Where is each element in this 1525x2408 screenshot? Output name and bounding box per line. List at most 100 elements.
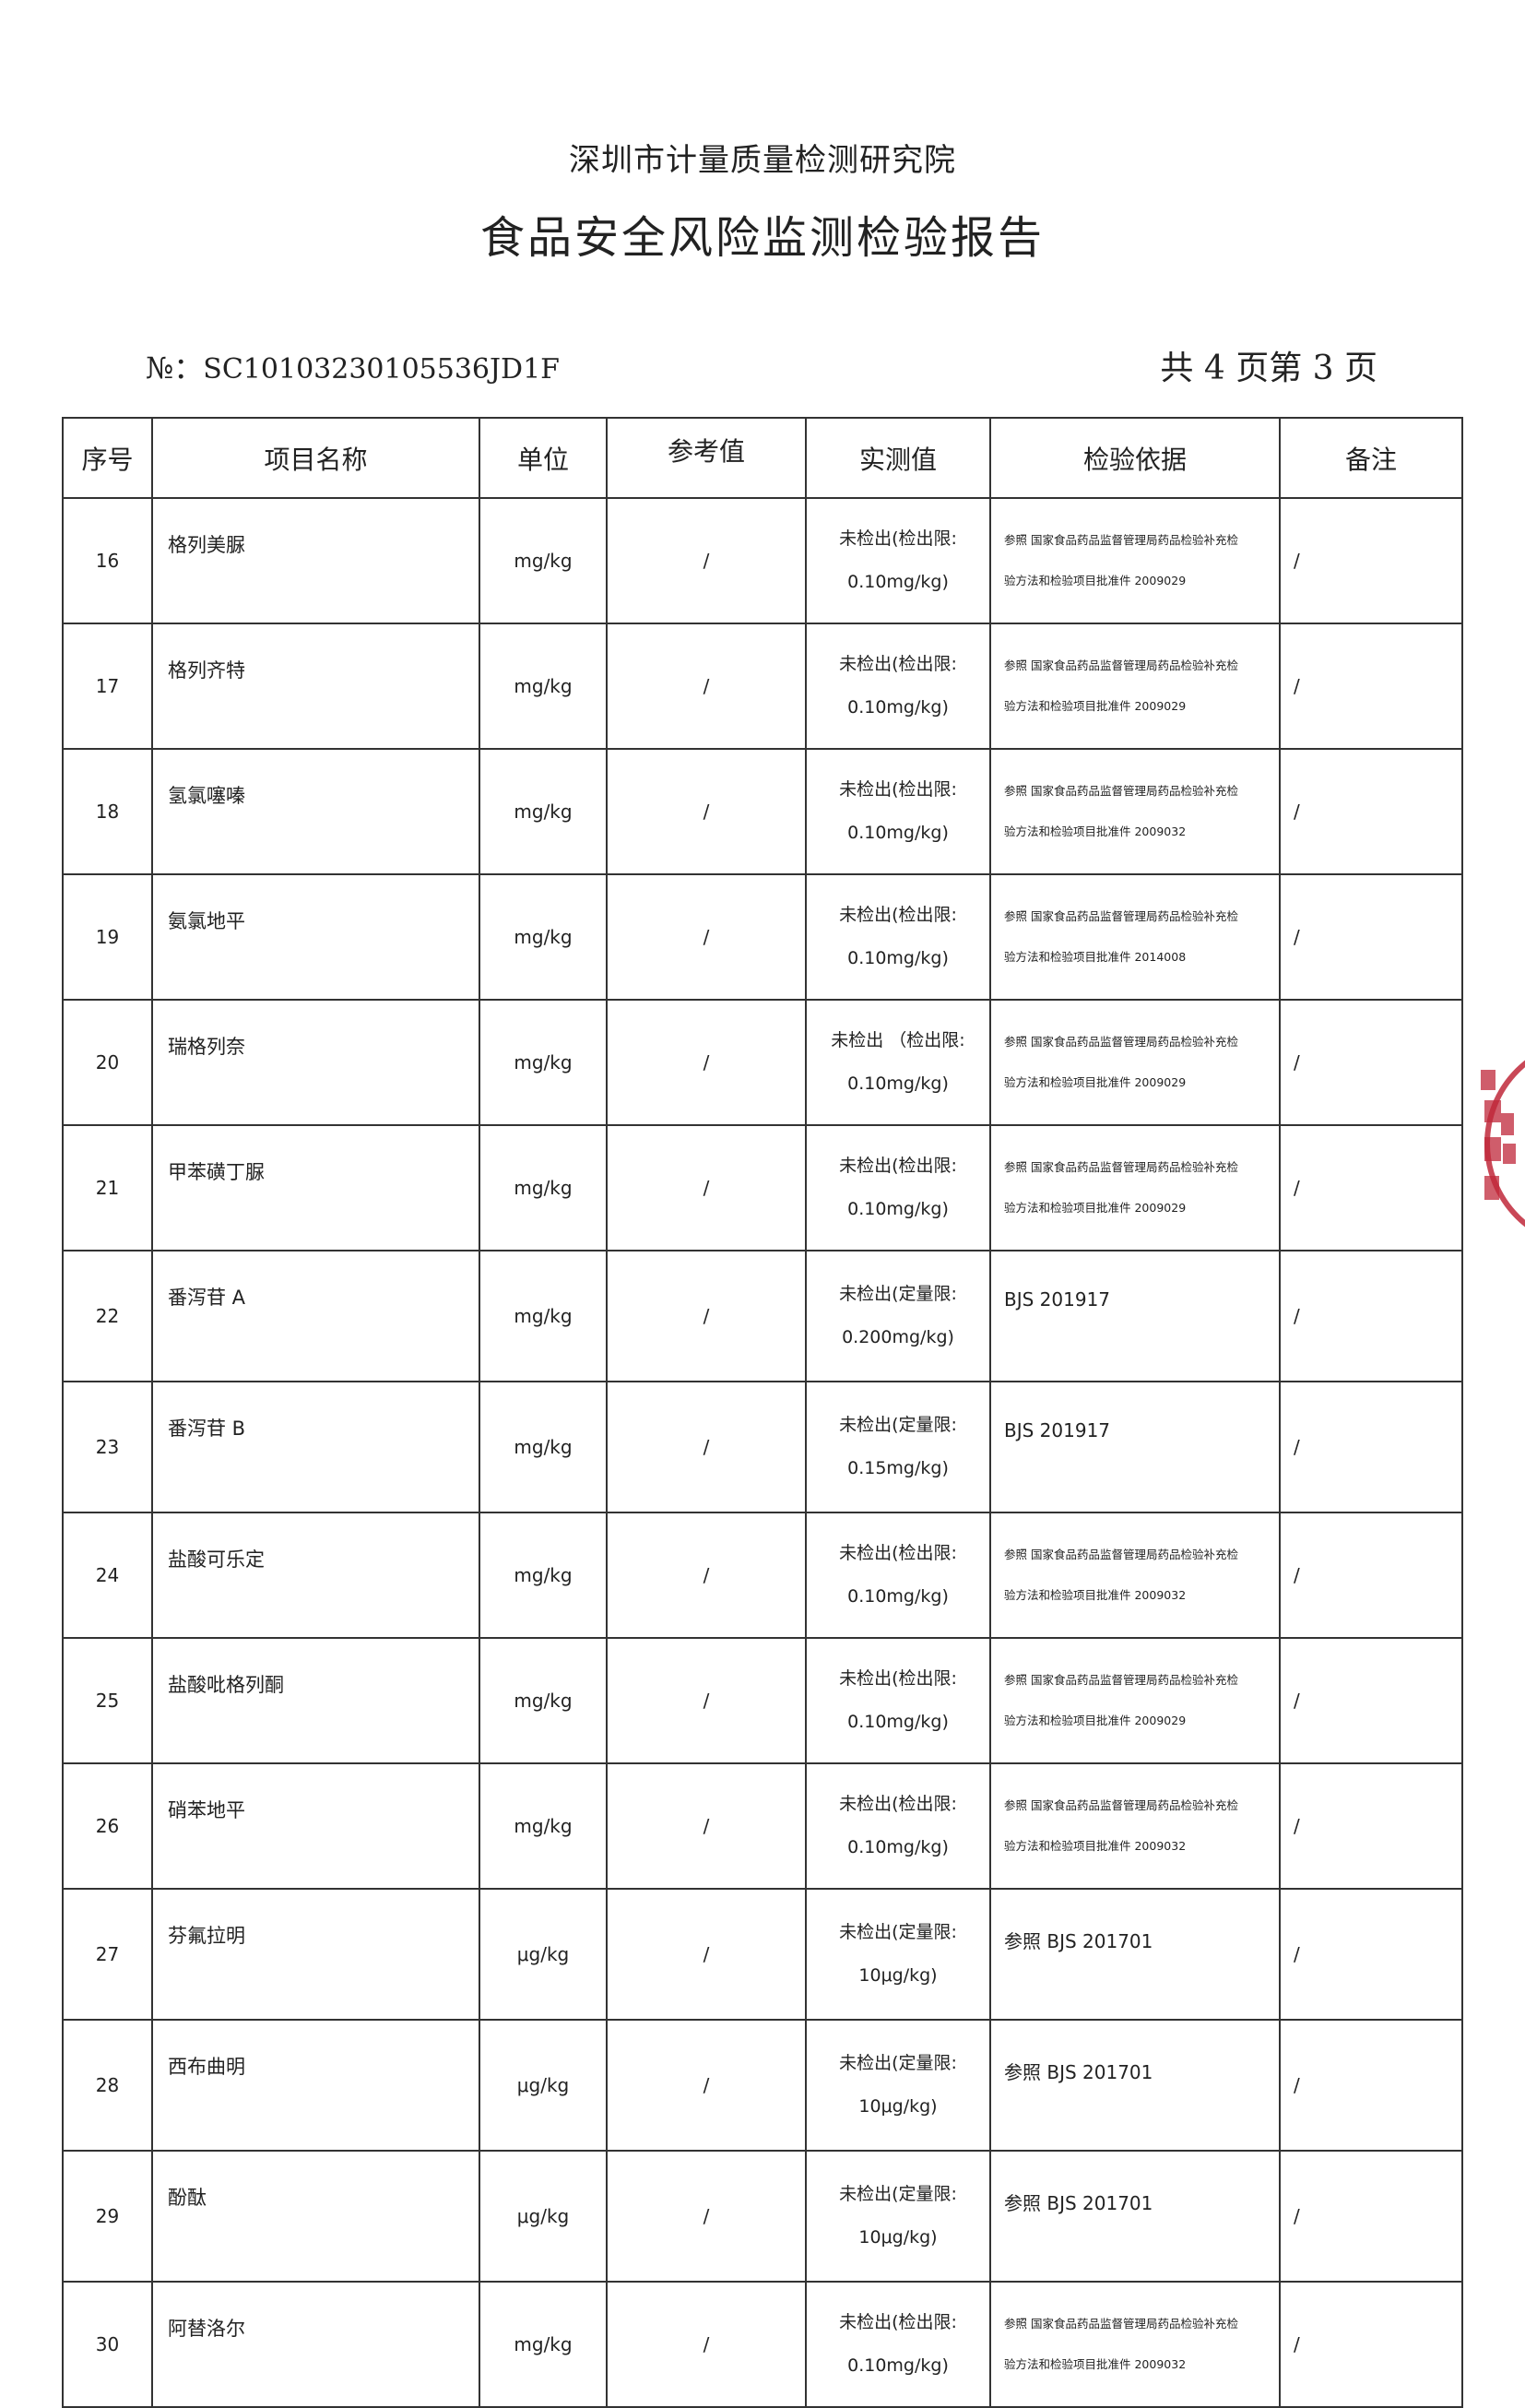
unit-cell: mg/kg xyxy=(479,2281,608,2408)
measured-line-1: 未检出(检出限: xyxy=(839,1668,957,1689)
table-row: 24 盐酸可乐定 mg/kg / 未检出(检出限: 0.10mg/kg) 参照 国… xyxy=(62,1512,1463,1639)
basis-cell: BJS 201917 xyxy=(989,1250,1281,1382)
measured-line-2: 0.10mg/kg) xyxy=(847,572,949,592)
item-name: 氨氯地平 xyxy=(151,873,480,1001)
unit-cell: mg/kg xyxy=(479,1381,608,1513)
measured-value: 未检出(定量限: 10μg/kg) xyxy=(805,2150,991,2283)
table-row: 16 格列美脲 mg/kg / 未检出(检出限: 0.10mg/kg) 参照 国家… xyxy=(62,497,1463,624)
reference-value: / xyxy=(606,999,807,1126)
item-name: 盐酸吡格列酮 xyxy=(151,1637,480,1764)
col-header-no: 序号 xyxy=(62,417,153,499)
row-number: 24 xyxy=(62,1512,153,1639)
measured-line-2: 0.200mg/kg) xyxy=(842,1327,954,1347)
remark-cell: / xyxy=(1279,1637,1463,1764)
basis-line-2: 验方法和检验项目批准件 2009032 xyxy=(1004,2357,1187,2371)
table-header-row: 序号 项目名称 单位 参考值 实测值 检验依据 备注 xyxy=(62,417,1463,499)
row-number: 20 xyxy=(62,999,153,1126)
item-name: 酚酞 xyxy=(151,2150,480,2283)
basis-cell: 参照 BJS 201701 xyxy=(989,2019,1281,2152)
table-row: 30 阿替洛尔 mg/kg / 未检出(检出限: 0.10mg/kg) 参照 国家… xyxy=(62,2281,1463,2408)
col-header-measured: 实测值 xyxy=(805,417,991,499)
measured-line-1: 未检出(检出限: xyxy=(839,1156,957,1176)
table-row: 26 硝苯地平 mg/kg / 未检出(检出限: 0.10mg/kg) 参照 国家… xyxy=(62,1762,1463,1890)
item-name: 硝苯地平 xyxy=(151,1762,480,1890)
item-name: 甲苯磺丁脲 xyxy=(151,1124,480,1251)
basis-line-1: 参照 国家食品药品监督管理局药品检验补充检 xyxy=(1004,658,1238,672)
measured-line-2: 10μg/kg) xyxy=(858,1965,938,1986)
measured-line-2: 0.10mg/kg) xyxy=(847,1837,949,1857)
basis-cell: BJS 201917 xyxy=(989,1381,1281,1513)
row-number: 29 xyxy=(62,2150,153,2283)
reference-value: / xyxy=(606,2019,807,2152)
reference-value: / xyxy=(606,497,807,624)
measured-line-2: 0.10mg/kg) xyxy=(847,1712,949,1732)
basis-line-2: 验方法和检验项目批准件 2009029 xyxy=(1004,699,1187,713)
row-number: 17 xyxy=(62,623,153,750)
measured-line-2: 0.10mg/kg) xyxy=(847,697,949,718)
basis-cell: 参照 国家食品药品监督管理局药品检验补充检 验方法和检验项目批准件 2009032 xyxy=(989,2281,1281,2408)
remark-cell: / xyxy=(1279,1512,1463,1639)
unit-cell: mg/kg xyxy=(479,1250,608,1382)
basis-line-2: 验方法和检验项目批准件 2009032 xyxy=(1004,1839,1187,1853)
basis-cell: 参照 国家食品药品监督管理局药品检验补充检 验方法和检验项目批准件 2009029 xyxy=(989,497,1281,624)
measured-value: 未检出(定量限: 10μg/kg) xyxy=(805,2019,991,2152)
remark-cell: / xyxy=(1279,2150,1463,2283)
measured-line-2: 0.10mg/kg) xyxy=(847,823,949,843)
basis-cell: 参照 国家食品药品监督管理局药品检验补充检 验方法和检验项目批准件 2009029 xyxy=(989,1124,1281,1251)
measured-line-1: 未检出(定量限: xyxy=(839,2184,957,2204)
basis-line-2: 验方法和检验项目批准件 2009029 xyxy=(1004,574,1187,587)
measured-value: 未检出(定量限: 0.15mg/kg) xyxy=(805,1381,991,1513)
unit-cell: mg/kg xyxy=(479,873,608,1001)
remark-cell: / xyxy=(1279,1250,1463,1382)
reference-value: / xyxy=(606,1124,807,1251)
basis-line-1: 参照 国家食品药品监督管理局药品检验补充检 xyxy=(1004,1160,1238,1174)
measured-line-2: 0.10mg/kg) xyxy=(847,2355,949,2376)
remark-cell: / xyxy=(1279,2281,1463,2408)
row-number: 25 xyxy=(62,1637,153,1764)
col-header-remark: 备注 xyxy=(1279,417,1463,499)
reference-value: / xyxy=(606,2281,807,2408)
row-number: 19 xyxy=(62,873,153,1001)
measured-line-1: 未检出(检出限: xyxy=(839,654,957,674)
measured-value: 未检出(定量限: 10μg/kg) xyxy=(805,1888,991,2021)
basis-line-1: 参照 国家食品药品监督管理局药品检验补充检 xyxy=(1004,533,1238,547)
item-name: 番泻苷 A xyxy=(151,1250,480,1382)
red-seal-stamp xyxy=(1481,1060,1525,1228)
remark-cell: / xyxy=(1279,748,1463,875)
measured-line-2: 0.10mg/kg) xyxy=(847,948,949,968)
basis-line-1: 参照 国家食品药品监督管理局药品检验补充检 xyxy=(1004,1548,1238,1561)
reference-value: / xyxy=(606,1250,807,1382)
measured-value: 未检出(检出限: 0.10mg/kg) xyxy=(805,1124,991,1251)
remark-cell: / xyxy=(1279,873,1463,1001)
report-number: №：SC10103230105536JD1F xyxy=(146,345,560,387)
row-number: 30 xyxy=(62,2281,153,2408)
unit-cell: mg/kg xyxy=(479,1762,608,1890)
measured-line-1: 未检出(检出限: xyxy=(839,2312,957,2332)
reference-value: / xyxy=(606,1637,807,1764)
measured-line-2: 0.15mg/kg) xyxy=(847,1458,949,1478)
measured-value: 未检出(检出限: 0.10mg/kg) xyxy=(805,1637,991,1764)
measured-line-1: 未检出 （检出限: xyxy=(831,1030,965,1050)
unit-cell: mg/kg xyxy=(479,999,608,1126)
basis-line-1: 参照 国家食品药品监督管理局药品检验补充检 xyxy=(1004,1798,1238,1812)
basis-line-1: 参照 国家食品药品监督管理局药品检验补充检 xyxy=(1004,2317,1238,2331)
measured-line-2: 10μg/kg) xyxy=(858,2096,938,2117)
basis-line-2: 验方法和检验项目批准件 2009029 xyxy=(1004,1201,1187,1215)
measured-line-1: 未检出(检出限: xyxy=(839,779,957,800)
item-name: 格列齐特 xyxy=(151,623,480,750)
row-number: 22 xyxy=(62,1250,153,1382)
unit-cell: μg/kg xyxy=(479,1888,608,2021)
col-header-basis: 检验依据 xyxy=(989,417,1281,499)
remark-cell: / xyxy=(1279,2019,1463,2152)
basis-line-1: 参照 国家食品药品监督管理局药品检验补充检 xyxy=(1004,784,1238,798)
basis-cell: 参照 国家食品药品监督管理局药品检验补充检 验方法和检验项目批准件 2014008 xyxy=(989,873,1281,1001)
measured-line-2: 0.10mg/kg) xyxy=(847,1199,949,1219)
unit-cell: mg/kg xyxy=(479,1124,608,1251)
measured-line-1: 未检出(定量限: xyxy=(839,1284,957,1304)
measured-line-1: 未检出(定量限: xyxy=(839,1922,957,1942)
basis-line-2: 验方法和检验项目批准件 2009029 xyxy=(1004,1075,1187,1089)
basis-cell: 参照 国家食品药品监督管理局药品检验补充检 验方法和检验项目批准件 2009032 xyxy=(989,748,1281,875)
measured-line-1: 未检出(定量限: xyxy=(839,2053,957,2073)
results-table: 序号 项目名称 单位 参考值 实测值 检验依据 备注 16 格列美脲 mg/kg… xyxy=(62,417,1463,2408)
item-name: 西布曲明 xyxy=(151,2019,480,2152)
